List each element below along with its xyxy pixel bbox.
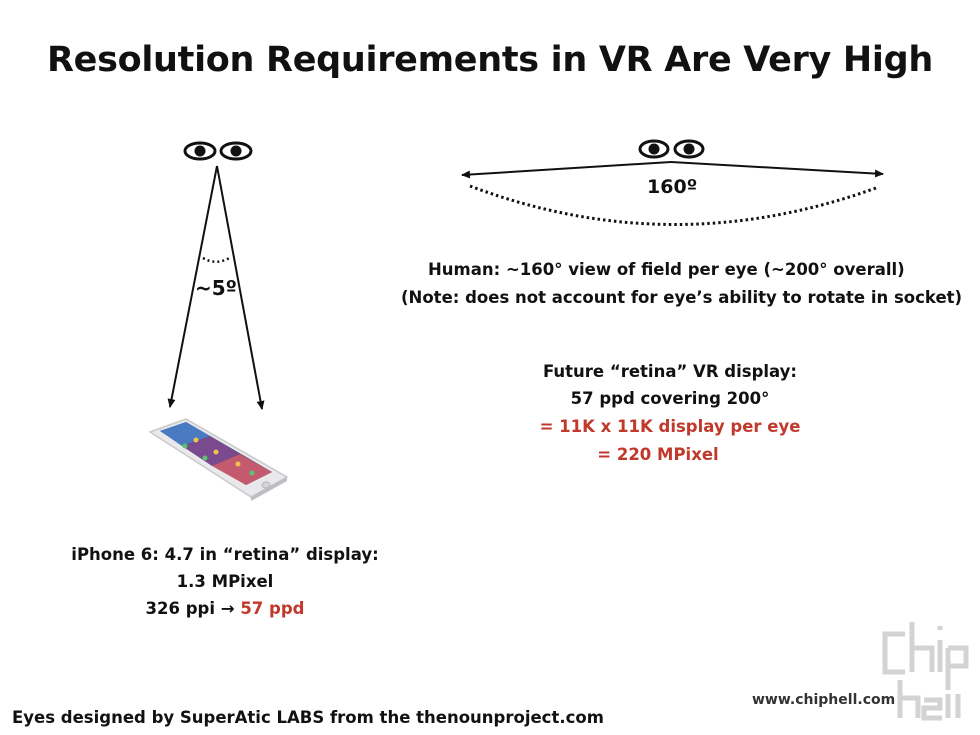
chiphell-logo	[882, 622, 969, 721]
iphone-spec-mpixel: 1.3 MPixel	[176, 572, 274, 591]
eye-icon	[183, 141, 217, 161]
eye-icon	[638, 139, 670, 159]
human-fov-note: (Note: does not account for eye’s abilit…	[401, 288, 963, 307]
future-display-mpixel: = 220 MPixel	[597, 445, 719, 464]
future-display-heading: Future “retina” VR display:	[542, 362, 798, 381]
left-eyes-icon	[183, 141, 253, 161]
iphone-ppd-highlight: 57 ppd	[240, 599, 305, 618]
angle-label-5deg: ~5º	[195, 276, 237, 300]
footer-credit: Eyes designed by SuperAtic LABS from the…	[12, 708, 604, 727]
iphone-illustration	[13, 418, 289, 501]
field-right-line	[670, 161, 884, 178]
iphone-ppi-prefix: 326 ppi →	[145, 599, 241, 618]
slide-title: Resolution Requirements in VR Are Very H…	[46, 40, 933, 80]
field-left-line	[461, 161, 672, 179]
iphone-spec-heading: iPhone 6: 4.7 in “retina” display:	[71, 545, 379, 564]
eye-icon	[219, 141, 253, 161]
cone-angle-arc	[202, 255, 232, 263]
angle-label-160deg: 160º	[647, 176, 698, 198]
human-fov-text: Human: ~160° view of field per eye (~200…	[428, 260, 905, 279]
iphone-spec-ppi: 326 ppi → 57 ppd	[60, 599, 390, 618]
future-display-ppd: 57 ppd covering 200°	[570, 389, 770, 408]
cone-left-line	[167, 165, 218, 408]
field-angle-arc	[469, 184, 877, 226]
cone-right-line	[216, 165, 265, 410]
watermark-url: www.chiphell.com	[752, 692, 896, 708]
view-cone-5deg	[167, 165, 265, 410]
future-display-resolution: = 11K x 11K display per eye	[539, 417, 801, 436]
view-field-160deg	[461, 161, 884, 226]
eye-icon	[673, 139, 705, 159]
right-eyes-icon	[638, 139, 705, 159]
